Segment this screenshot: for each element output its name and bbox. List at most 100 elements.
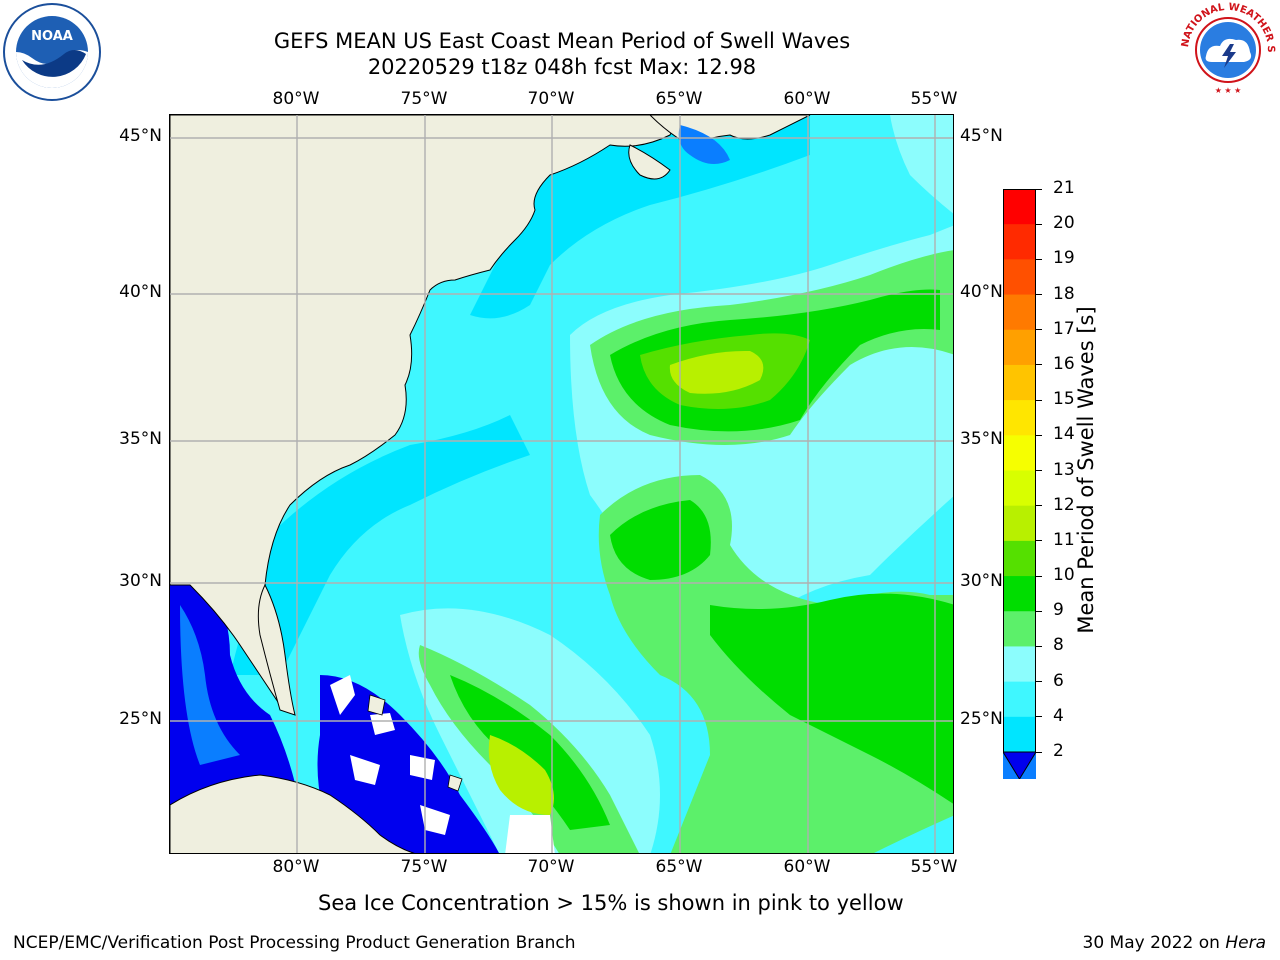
colorbar-tick-label: 20 (1053, 213, 1075, 234)
colorbar-swatch (1003, 611, 1036, 647)
nws-logo: NATIONAL WEATHER SERVICE ★ ★ ★ (1174, 0, 1278, 100)
colorbar-swatch (1003, 329, 1036, 366)
field-masked-shoals (330, 675, 450, 835)
lat-label-left: 25°N (119, 709, 162, 729)
lon-label-top: 60°W (783, 89, 831, 109)
colorbar-swatch (1003, 435, 1036, 471)
colorbar-tick-mark (1036, 610, 1042, 612)
colorbar-swatch (1003, 540, 1036, 577)
colorbar-tick-mark (1036, 399, 1042, 401)
field-masked-hispaniola (505, 815, 555, 853)
colorbar-tick-label: 8 (1053, 635, 1064, 656)
lon-label-bottom: 80°W (272, 857, 320, 877)
lat-label-left: 30°N (119, 571, 162, 591)
lon-label-top: 70°W (527, 89, 575, 109)
lat-label-left: 40°N (119, 282, 162, 302)
colorbar-swatches (1002, 189, 1037, 788)
colorbar-tick-label: 17 (1053, 318, 1075, 339)
colorbar-tick-label: 18 (1053, 283, 1075, 304)
lat-label-right: 35°N (960, 429, 1003, 449)
map-panel[interactable] (169, 114, 954, 854)
colorbar-tick-mark (1036, 540, 1042, 542)
land-cuba (170, 774, 415, 853)
lon-label-top: 65°W (655, 89, 703, 109)
colorbar-tick-label: 13 (1053, 459, 1075, 480)
colorbar-swatch (1003, 646, 1036, 683)
noaa-logo: NOAA (2, 2, 102, 102)
land-bahamas (367, 694, 463, 792)
colorbar-tick-label: 19 (1053, 248, 1075, 269)
graticule (170, 115, 953, 853)
field-10-11-mid-core (610, 500, 711, 580)
lon-label-bottom: 55°W (910, 857, 958, 877)
map-canvas (170, 115, 953, 853)
footer-date-text: 30 May 2022 on (1082, 933, 1226, 953)
colorbar-outline (1003, 189, 1036, 753)
colorbar-swatch (1003, 400, 1036, 436)
colorbar-tick-mark (1036, 188, 1042, 190)
field-12-13-north-max (669, 350, 764, 394)
colorbar-swatch (1003, 189, 1036, 225)
field-2-4-gulf (180, 605, 240, 765)
colorbar-tick-label: 6 (1053, 670, 1064, 691)
footer-credit: NCEP/EMC/Verification Post Processing Pr… (13, 933, 576, 953)
colorbar-tick-mark (1036, 294, 1042, 296)
colorbar-tick-mark (1036, 645, 1042, 647)
field-4-6-southeast (230, 415, 530, 675)
field-8-9-northeast (890, 115, 953, 214)
colorbar-swatch (1003, 576, 1036, 612)
lon-label-top: 55°W (910, 89, 958, 109)
footer-date: 30 May 2022 on Hera (1083, 933, 1267, 953)
colorbar-tick-mark (1036, 223, 1042, 225)
colorbar-tick-mark (1036, 364, 1042, 366)
colorbar-tick-mark (1036, 505, 1042, 507)
lat-label-left: 45°N (119, 126, 162, 146)
colorbar-tick-mark (1036, 751, 1042, 753)
colorbar-swatch (1003, 294, 1036, 331)
field-10-11-bahamas-core (450, 675, 610, 830)
lon-label-bottom: 60°W (783, 857, 831, 877)
colorbar-tick-label: 4 (1053, 705, 1064, 726)
lon-label-top: 75°W (400, 89, 448, 109)
colorbar-tick-label: 14 (1053, 424, 1075, 445)
colorbar-swatch (1003, 716, 1036, 753)
colorbar-tick-mark (1036, 716, 1042, 718)
lat-label-right: 25°N (960, 709, 1003, 729)
footer-machine: Hera (1225, 933, 1266, 953)
field-2-4-bay-of-fundy (678, 125, 730, 164)
colorbar-tick-mark (1036, 258, 1042, 260)
svg-text:★ ★ ★: ★ ★ ★ (1215, 86, 1242, 95)
colorbar-tick-mark (1036, 470, 1042, 471)
lat-label-right: 40°N (960, 282, 1003, 302)
colorbar-swatch (1003, 364, 1036, 401)
lon-label-bottom: 70°W (527, 857, 575, 877)
sea-ice-note: Sea Ice Concentration > 15% is shown in … (318, 891, 904, 915)
colorbar-swatch (1003, 470, 1036, 507)
map-subtitle: 20220529 t18z 048h fcst Max: 12.98 (367, 55, 757, 79)
colorbar (1002, 189, 1037, 788)
colorbar-tick-label: 12 (1053, 494, 1075, 515)
colorbar-swatch (1003, 505, 1036, 542)
lat-label-right: 45°N (960, 126, 1003, 146)
lat-label-left: 35°N (119, 429, 162, 449)
lon-label-top: 80°W (272, 89, 320, 109)
field-10-11-southeast-core (710, 593, 953, 804)
svg-text:NOAA: NOAA (31, 29, 73, 44)
lon-label-bottom: 65°W (655, 857, 703, 877)
colorbar-tick-mark (1036, 329, 1042, 331)
colorbar-tick-label: 21 (1053, 178, 1075, 198)
colorbar-tick-label: 9 (1053, 600, 1064, 621)
colorbar-tick-mark (1036, 681, 1042, 683)
colorbar-tick-label: 16 (1053, 353, 1075, 374)
map-title: GEFS MEAN US East Coast Mean Period of S… (273, 29, 851, 53)
colorbar-swatch (1003, 681, 1036, 718)
colorbar-tick-label: 11 (1053, 529, 1075, 550)
colorbar-tick-label: 15 (1053, 389, 1075, 410)
land-florida (257, 583, 296, 716)
field-below-2-bahamas (317, 675, 499, 853)
colorbar-tick-mark (1036, 575, 1042, 577)
colorbar-title: Mean Period of Swell Waves [s] (1074, 306, 1098, 634)
colorbar-swatch (1003, 224, 1036, 260)
lon-label-bottom: 75°W (400, 857, 448, 877)
colorbar-tick-label: 2 (1053, 741, 1064, 761)
